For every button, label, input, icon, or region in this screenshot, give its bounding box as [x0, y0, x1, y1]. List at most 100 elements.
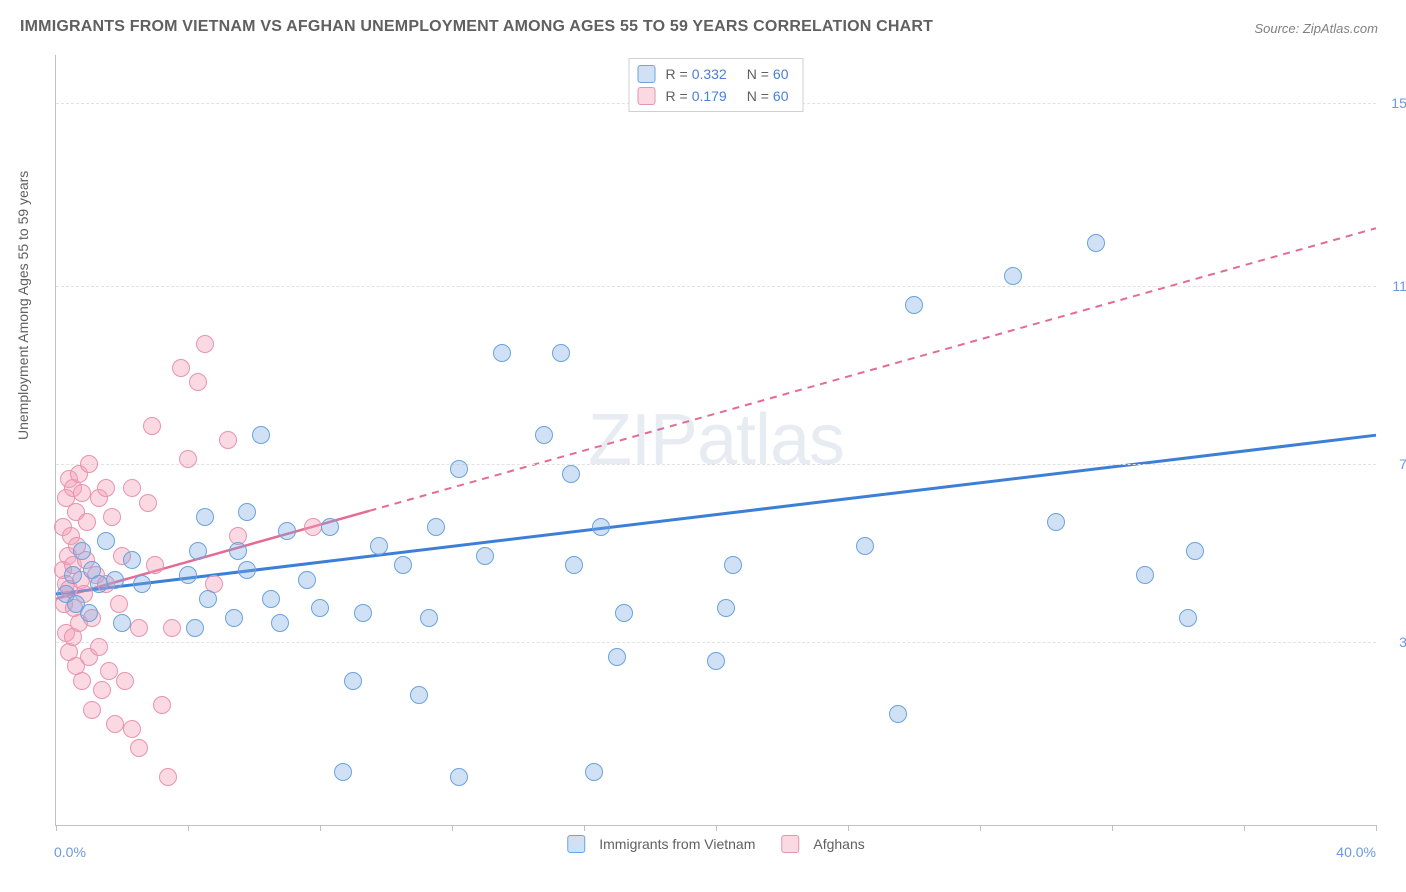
y-tick-label: 7.5%	[1381, 456, 1406, 472]
data-point-blue	[552, 344, 570, 362]
data-point-pink	[97, 479, 115, 497]
chart-title: IMMIGRANTS FROM VIETNAM VS AFGHAN UNEMPL…	[20, 18, 933, 36]
data-point-pink	[103, 508, 121, 526]
data-point-pink	[80, 455, 98, 473]
data-point-pink	[73, 484, 91, 502]
x-tick	[584, 825, 585, 831]
data-point-blue	[1004, 267, 1022, 285]
data-point-blue	[321, 518, 339, 536]
data-point-blue	[229, 542, 247, 560]
data-point-pink	[196, 335, 214, 353]
data-point-blue	[535, 426, 553, 444]
data-point-blue	[1047, 513, 1065, 531]
data-point-pink	[123, 720, 141, 738]
data-point-pink	[78, 513, 96, 531]
y-tick-label: 3.8%	[1381, 634, 1406, 650]
data-point-blue	[278, 522, 296, 540]
legend-label-pink: Afghans	[813, 836, 864, 852]
data-point-pink	[159, 768, 177, 786]
data-point-pink	[123, 479, 141, 497]
data-point-blue	[562, 465, 580, 483]
data-point-pink	[93, 681, 111, 699]
data-point-pink	[179, 450, 197, 468]
x-tick	[452, 825, 453, 831]
data-point-blue	[179, 566, 197, 584]
data-point-blue	[905, 296, 923, 314]
data-point-blue	[427, 518, 445, 536]
legend-r-value-pink[interactable]: 0.179	[692, 85, 727, 107]
legend-n-label: N =	[747, 85, 769, 107]
data-point-blue	[344, 672, 362, 690]
data-point-pink	[100, 662, 118, 680]
legend-swatch-pink-icon	[638, 87, 656, 105]
data-point-blue	[90, 575, 108, 593]
y-tick-label: 15.0%	[1381, 95, 1406, 111]
data-point-blue	[1087, 234, 1105, 252]
x-tick	[848, 825, 849, 831]
legend-swatch-pink-icon	[781, 835, 799, 853]
data-point-blue	[1186, 542, 1204, 560]
x-tick	[1376, 825, 1377, 831]
legend-r-label: R =	[666, 85, 688, 107]
data-point-blue	[856, 537, 874, 555]
data-point-blue	[1136, 566, 1154, 584]
data-point-blue	[311, 599, 329, 617]
x-tick	[980, 825, 981, 831]
gridline-horizontal	[56, 286, 1376, 287]
data-point-blue	[189, 542, 207, 560]
legend-label-blue: Immigrants from Vietnam	[599, 836, 755, 852]
trend-line	[370, 228, 1377, 511]
legend-row-pink: R = 0.179 N = 60	[638, 85, 789, 107]
data-point-blue	[724, 556, 742, 574]
legend-r-value-blue[interactable]: 0.332	[692, 63, 727, 85]
data-point-blue	[608, 648, 626, 666]
data-point-pink	[130, 739, 148, 757]
data-point-pink	[139, 494, 157, 512]
data-point-pink	[163, 619, 181, 637]
data-point-blue	[334, 763, 352, 781]
data-point-blue	[493, 344, 511, 362]
data-point-blue	[196, 508, 214, 526]
data-point-blue	[707, 652, 725, 670]
data-point-pink	[110, 595, 128, 613]
data-point-blue	[238, 561, 256, 579]
data-point-blue	[186, 619, 204, 637]
legend-swatch-blue-icon	[638, 65, 656, 83]
chart-source: Source: ZipAtlas.com	[1254, 21, 1378, 36]
y-tick-label: 11.2%	[1381, 278, 1406, 294]
data-point-blue	[199, 590, 217, 608]
x-tick	[1244, 825, 1245, 831]
gridline-horizontal	[56, 464, 1376, 465]
legend-n-value-pink[interactable]: 60	[773, 85, 789, 107]
data-point-blue	[394, 556, 412, 574]
data-point-blue	[420, 609, 438, 627]
x-tick-label: 0.0%	[54, 844, 86, 860]
legend-row-blue: R = 0.332 N = 60	[638, 63, 789, 85]
data-point-blue	[225, 609, 243, 627]
source-prefix: Source:	[1254, 21, 1302, 36]
legend-item-blue: Immigrants from Vietnam	[567, 835, 755, 853]
legend-r-label: R =	[666, 63, 688, 85]
data-point-blue	[106, 571, 124, 589]
plot-area: R = 0.332 N = 60 R = 0.179 N = 60 ZIPatl…	[55, 55, 1376, 826]
data-point-blue	[410, 686, 428, 704]
data-point-pink	[116, 672, 134, 690]
data-point-blue	[889, 705, 907, 723]
data-point-blue	[238, 503, 256, 521]
data-point-pink	[219, 431, 237, 449]
data-point-blue	[370, 537, 388, 555]
legend-n-value-blue[interactable]: 60	[773, 63, 789, 85]
data-point-blue	[1179, 609, 1197, 627]
x-tick-label: 40.0%	[1336, 844, 1376, 860]
data-point-blue	[592, 518, 610, 536]
data-point-blue	[97, 532, 115, 550]
data-point-blue	[64, 566, 82, 584]
data-point-pink	[130, 619, 148, 637]
data-point-pink	[73, 672, 91, 690]
data-point-blue	[133, 575, 151, 593]
gridline-horizontal	[56, 642, 1376, 643]
x-tick	[716, 825, 717, 831]
x-tick	[56, 825, 57, 831]
data-point-blue	[565, 556, 583, 574]
legend-swatch-blue-icon	[567, 835, 585, 853]
